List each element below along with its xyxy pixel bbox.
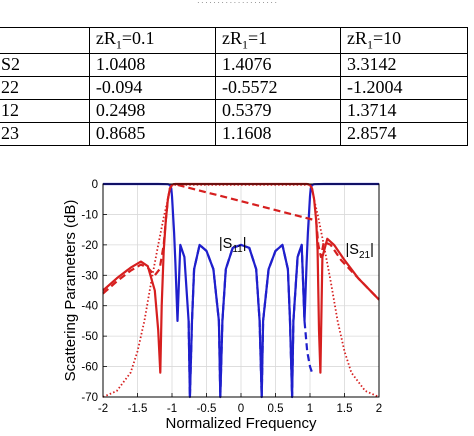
y-tick-label: -40 xyxy=(81,301,98,313)
table-cell: 1.1608 xyxy=(214,121,342,146)
table-header-cell: zR1=10 xyxy=(340,27,468,54)
x-tick-label: 0 xyxy=(238,403,244,415)
header-value: =0.1 xyxy=(121,28,155,48)
chart-svg: -2 -1.5 -1 -0.5 0 0.5 1 1.5 2 0 -10 -20 -30 -40 -50 -60… xyxy=(62,179,382,432)
header-subscript: 1 xyxy=(367,37,373,52)
row-label: 12 xyxy=(0,98,90,123)
y-tick-label: -20 xyxy=(81,240,98,252)
header-symbol: zR xyxy=(221,28,242,48)
table-cell: 2.8574 xyxy=(340,121,468,146)
table-row: 22 -0.094 -0.5572 -1.2004 xyxy=(0,75,468,100)
table-cell: 0.2498 xyxy=(88,98,216,123)
y-tick-label: 0 xyxy=(92,179,98,191)
table-header-cell: zR1=0.1 xyxy=(88,27,216,54)
parameter-table: zR1=0.1 zR1=1 zR1=10 S2 1.0408 1.4076 3.… xyxy=(0,27,468,146)
row-label: S2 xyxy=(0,52,90,77)
table-header-row: zR1=0.1 zR1=1 zR1=10 xyxy=(0,27,468,54)
y-axis-label: Scattering Parameters (dB) xyxy=(62,200,79,382)
y-tick-label: -30 xyxy=(81,270,98,282)
y-tick-label: -10 xyxy=(81,209,98,221)
header-symbol: zR xyxy=(95,28,116,48)
y-tick-label: -50 xyxy=(81,331,98,343)
table-cell: 0.8685 xyxy=(88,121,216,146)
table-cell: 3.3142 xyxy=(340,52,468,77)
x-tick-label: 1.5 xyxy=(337,403,353,415)
header-value: =1 xyxy=(247,28,268,48)
x-axis-label: Normalized Frequency xyxy=(166,415,317,432)
x-tick-label: -1.5 xyxy=(128,403,148,415)
header-symbol: zR xyxy=(347,28,367,48)
scattering-parameters-chart: -2 -1.5 -1 -0.5 0 0.5 1 1.5 2 0 -10 -20 -30 -40 -50 -60… xyxy=(0,170,474,436)
table-cell: 1.3714 xyxy=(340,98,468,123)
x-tick-label: 0.5 xyxy=(268,403,284,415)
table-row: 12 0.2498 0.5379 1.3714 xyxy=(0,98,468,123)
x-tick-label: -0.5 xyxy=(197,403,217,415)
table-cell: 1.4076 xyxy=(214,52,342,77)
x-tick-label: -2 xyxy=(98,403,108,415)
table-cell: 0.5379 xyxy=(214,98,342,123)
series-line-1 xyxy=(187,243,314,399)
y-tick-label: -60 xyxy=(81,362,98,374)
table-cell: -1.2004 xyxy=(340,75,468,100)
header-subscript: 1 xyxy=(241,37,248,52)
annotation-label-0: |S11| xyxy=(219,236,247,255)
annotation-label-1: |S21| xyxy=(346,242,374,261)
x-tick-label: 2 xyxy=(376,403,382,415)
table-cell: 1.0408 xyxy=(88,52,216,77)
header-value: =10 xyxy=(373,28,402,48)
table-header-cell: zR1=1 xyxy=(214,27,342,54)
table-row: S2 1.0408 1.4076 3.3142 xyxy=(0,52,468,77)
x-tick-label: -1 xyxy=(167,403,177,415)
figure-caption: · · · · · · · · · · · · · · · · · · · · xyxy=(197,0,277,7)
row-label: 22 xyxy=(0,75,90,100)
table-cell: -0.5572 xyxy=(214,75,342,100)
table-cell: -0.094 xyxy=(88,75,216,100)
y-tick-label: -70 xyxy=(81,392,98,404)
table-header-cell xyxy=(0,27,90,54)
header-subscript: 1 xyxy=(115,37,122,52)
x-tick-label: 1 xyxy=(307,403,313,415)
table-row: 23 0.8685 1.1608 2.8574 xyxy=(0,121,468,146)
row-label: 23 xyxy=(0,121,90,146)
